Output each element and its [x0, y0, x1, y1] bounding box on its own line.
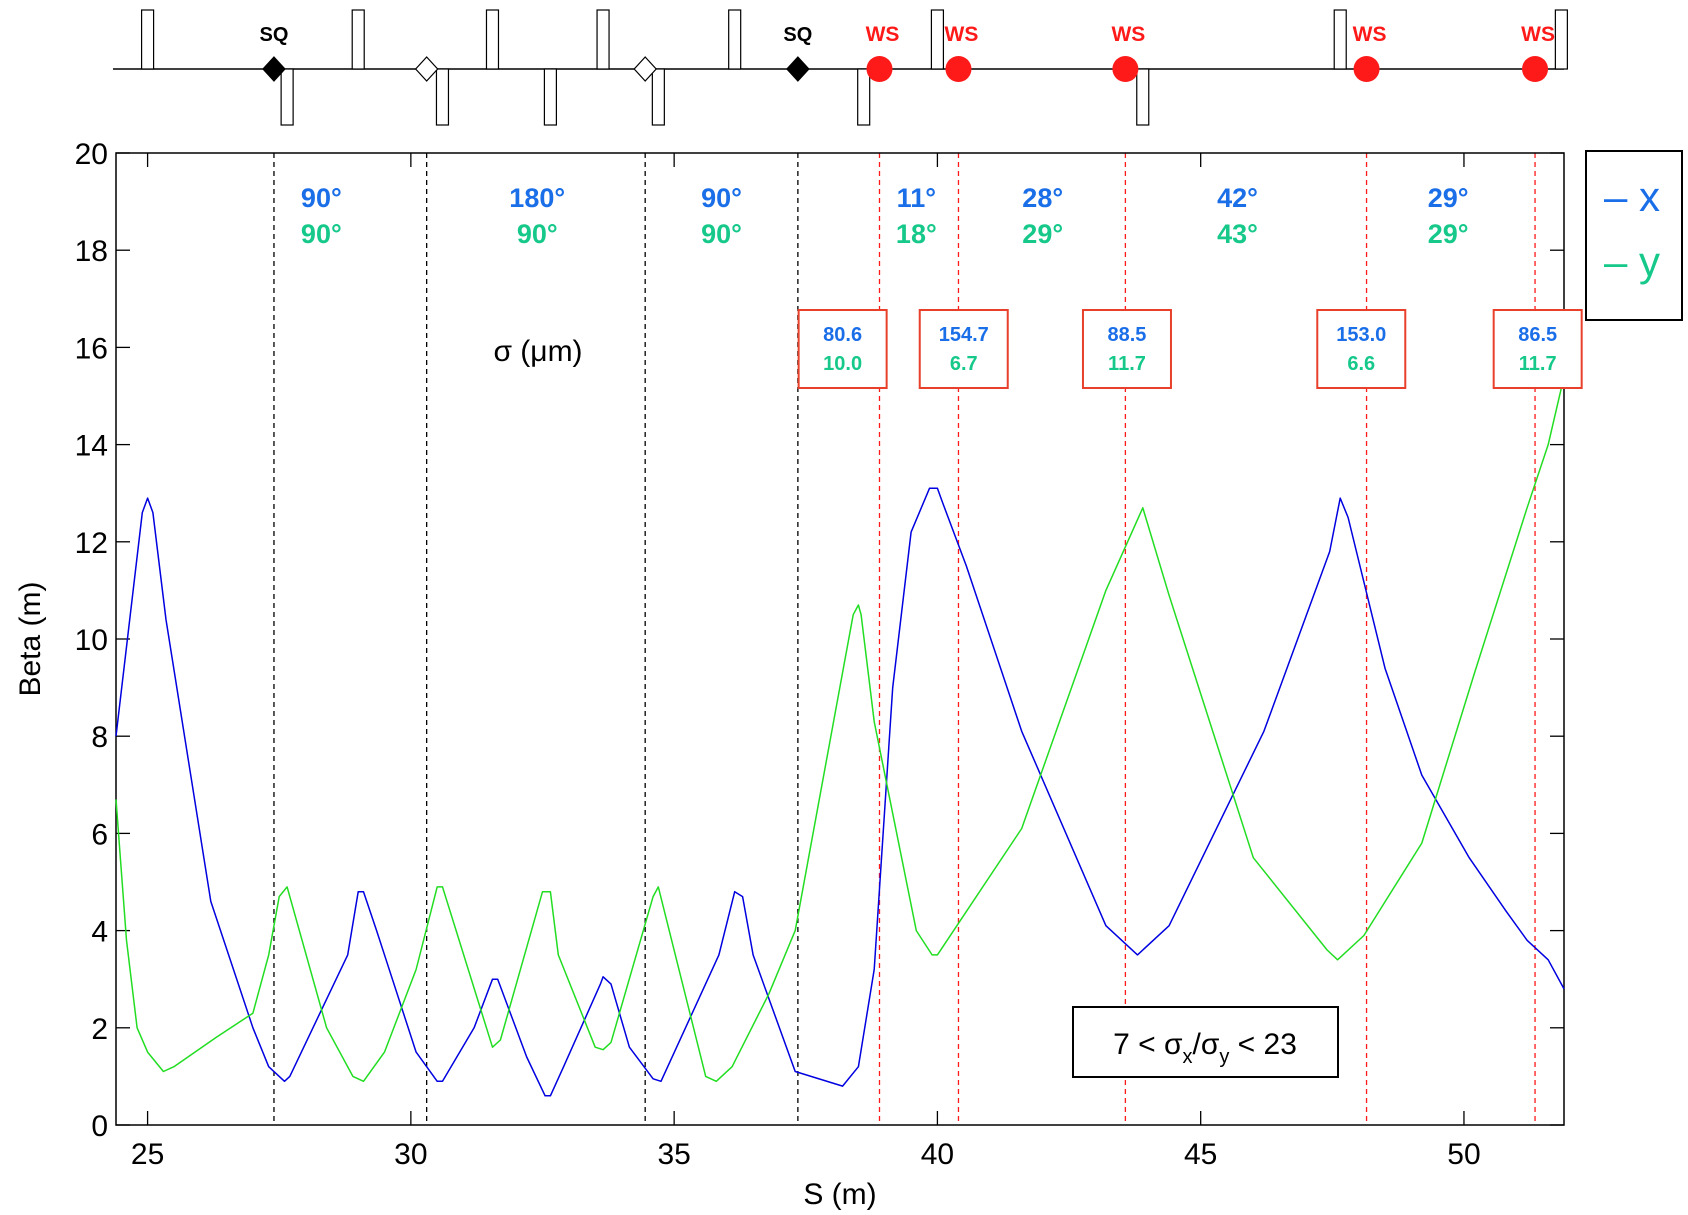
wire-scanner-marker — [1522, 56, 1549, 82]
x-tick-label: 45 — [1184, 1138, 1217, 1171]
sigma-label: σ (μm) — [493, 335, 582, 368]
x-tick-label: 35 — [657, 1138, 690, 1171]
phase-advance-x: 42° — [1217, 183, 1258, 213]
x-tick-label: 25 — [131, 1138, 164, 1171]
wire-scanner-marker — [945, 56, 972, 82]
defocusing-quad — [280, 68, 294, 126]
legend-entry-x: – x — [1604, 173, 1660, 220]
y-tick-label: 16 — [75, 332, 108, 365]
wire-scanner-label: WS — [1111, 23, 1145, 46]
defocusing-quad — [651, 68, 665, 126]
beam-size-y: 6.7 — [950, 353, 978, 375]
beam-size-y: 11.7 — [1108, 353, 1146, 375]
defocusing-quad — [543, 68, 558, 126]
skew-quad-marker — [786, 56, 810, 82]
beam-size-x: 86.5 — [1518, 324, 1557, 346]
y-tick-label: 4 — [91, 916, 108, 949]
wire-scanner-marker — [866, 56, 893, 82]
beamline-lattice: SQ SQ WS WS WS WS WS — [113, 9, 1568, 126]
y-tick-label: 2 — [91, 1013, 108, 1046]
defocusing-quad — [1136, 68, 1150, 126]
y-axis-title: Beta (m) — [14, 581, 47, 696]
y-tick-label: 18 — [75, 235, 108, 268]
sigma-ratio-part: /σ — [1192, 1028, 1219, 1061]
beam-size-box — [797, 309, 888, 389]
sigma-ratio-part: < 23 — [1229, 1028, 1297, 1061]
beam-size-box — [1492, 309, 1583, 389]
wire-scanner-label: WS — [1521, 23, 1555, 46]
phase-advance-y: 29° — [1428, 219, 1469, 249]
x-tick-label: 50 — [1447, 1138, 1480, 1171]
sigma-ratio-part: x — [1182, 1046, 1192, 1068]
skew-quad-marker — [414, 56, 439, 82]
phase-advance-y: 90° — [701, 219, 742, 249]
sigma-ratio-part: y — [1219, 1046, 1229, 1068]
phase-advance-y: 43° — [1217, 219, 1258, 249]
beam-size-box — [1081, 309, 1172, 389]
beam-size-y: 10.0 — [823, 353, 862, 375]
legend: – x – y — [1585, 150, 1683, 321]
series-line-y — [115, 376, 1565, 1083]
beam-size-box — [918, 309, 1009, 389]
focusing-quad — [930, 9, 945, 70]
phase-advance-y: 18° — [896, 219, 937, 249]
skew-quad-marker — [262, 56, 286, 82]
focusing-quad — [140, 9, 155, 70]
legend-entry-y: – y — [1604, 238, 1660, 285]
focusing-quad — [596, 9, 610, 70]
y-tick-label: 10 — [75, 624, 108, 657]
wire-scanner-label: WS — [866, 23, 900, 46]
focusing-quad — [728, 9, 742, 70]
wire-scanner-label: WS — [1353, 23, 1387, 46]
phase-advance-x: 28° — [1022, 183, 1063, 213]
beam-size-x: 153.0 — [1336, 324, 1386, 346]
y-tick-label: 12 — [75, 527, 108, 560]
wire-scanner-marker — [1353, 56, 1380, 82]
phase-advance-y: 29° — [1022, 219, 1063, 249]
defocusing-quad — [857, 68, 871, 126]
x-axis-title: S (m) — [803, 1178, 876, 1211]
x-tick-label: 30 — [394, 1138, 427, 1171]
y-tick-label: 8 — [91, 721, 108, 754]
focusing-quad — [485, 9, 500, 70]
beam-size-box — [1316, 309, 1407, 389]
y-tick-label: 14 — [75, 430, 108, 463]
phase-advance-y: 90° — [301, 219, 342, 249]
y-tick-label: 20 — [75, 138, 108, 171]
beam-size-y: 11.7 — [1519, 353, 1557, 375]
series-line-x — [115, 487, 1565, 1097]
focusing-quad — [1333, 9, 1347, 70]
phase-advance-x: 90° — [701, 183, 742, 213]
wire-scanner-label: WS — [945, 23, 979, 46]
sigma-ratio-text: 7 < σx/σy < 23 — [1113, 1028, 1297, 1068]
sigma-ratio-part: 7 < σ — [1113, 1028, 1183, 1061]
plot-area: 25 30 35 40 45 50 0 2 4 6 8 10 12 14 16 18 20 S (m) Beta (… — [14, 138, 1583, 1211]
beam-size-x: 88.5 — [1107, 324, 1146, 346]
x-tick-label: 40 — [921, 1138, 954, 1171]
y-tick-label: 6 — [91, 818, 108, 851]
beam-size-y: 6.6 — [1347, 353, 1375, 375]
skew-quad-label: SQ — [260, 24, 289, 46]
defocusing-quad — [435, 68, 450, 126]
skew-quad-label: SQ — [783, 24, 812, 46]
focusing-quad — [351, 9, 365, 70]
plot-frame — [115, 152, 1565, 1126]
sigma-ratio-box — [1072, 1006, 1339, 1078]
skew-quad-marker — [633, 56, 657, 82]
wire-scanner-marker — [1112, 56, 1139, 82]
phase-advance-x: 11° — [897, 183, 936, 213]
focusing-quad — [1554, 9, 1568, 70]
phase-advance-y: 90° — [517, 219, 558, 249]
beam-size-x: 80.6 — [823, 324, 862, 346]
legend-box — [1585, 150, 1683, 321]
y-tick-label: 0 — [91, 1110, 108, 1143]
phase-advance-x: 90° — [301, 183, 342, 213]
phase-advance-x: 180° — [509, 183, 565, 213]
phase-advance-x: 29° — [1428, 183, 1469, 213]
beam-size-x: 154.7 — [939, 324, 989, 346]
